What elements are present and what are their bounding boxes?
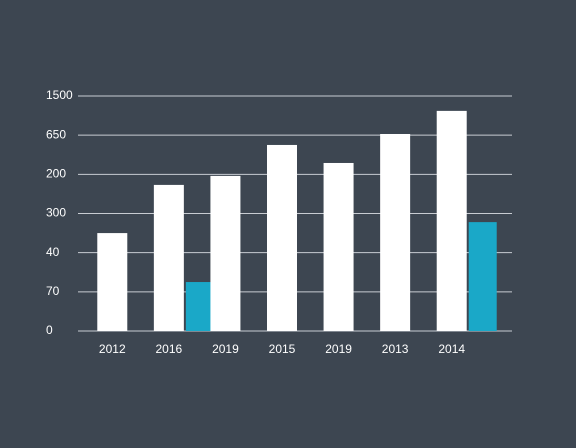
- y-tick-label: 0: [46, 323, 53, 337]
- y-tick-label: 650: [46, 127, 66, 141]
- x-tick-label: 2019: [212, 342, 239, 356]
- bar: [153, 184, 184, 331]
- x-tick-label: 2013: [382, 342, 409, 356]
- x-tick-label: 2012: [99, 342, 126, 356]
- bar: [185, 282, 214, 331]
- bar: [468, 222, 497, 331]
- x-tick-label: 2015: [269, 342, 296, 356]
- x-tick-label: 2019: [325, 342, 352, 356]
- bar: [97, 233, 128, 331]
- y-tick-label: 70: [46, 284, 60, 298]
- y-tick-label: 40: [46, 245, 60, 259]
- y-tick-label: 1500: [46, 88, 73, 102]
- y-tick-label: 300: [46, 206, 66, 220]
- bar: [436, 110, 467, 331]
- y-tick-label: 200: [46, 167, 66, 181]
- x-tick-label: 2014: [438, 342, 465, 356]
- bar: [267, 144, 297, 331]
- x-tick-label: 2016: [156, 342, 183, 356]
- bar: [323, 162, 354, 331]
- bar: [210, 175, 241, 331]
- bar: [380, 133, 411, 331]
